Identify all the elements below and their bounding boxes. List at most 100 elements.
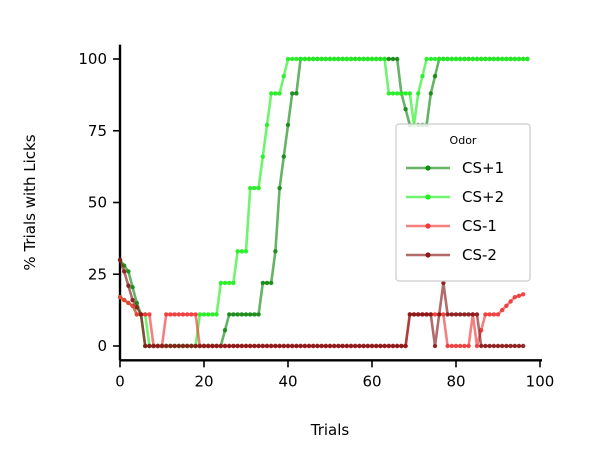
data-point [403,107,408,112]
data-point [302,56,307,62]
data-point [180,343,186,349]
legend-label: CS-1 [462,217,497,235]
data-point [432,343,438,349]
data-point [474,312,480,317]
data-point [290,91,295,96]
data-point [235,343,240,349]
data-point [214,312,219,317]
data-point [155,343,160,349]
data-point [445,312,450,317]
data-point [424,56,429,62]
legend-item: CS-1 [406,217,497,235]
data-point [323,343,328,349]
data-point [323,56,328,62]
data-point [390,56,396,62]
data-point [243,249,249,254]
data-point [264,343,270,349]
data-point [504,303,509,308]
data-point [407,312,412,317]
data-point [130,285,135,290]
legend-marker [425,223,431,229]
data-point [441,280,446,286]
data-point [235,249,240,254]
data-point [134,312,139,317]
data-point [281,74,286,79]
plot-area [117,56,530,349]
data-point [273,91,278,96]
data-point [491,343,496,349]
data-point [294,91,299,96]
data-point [256,185,261,191]
x-tick-label: 80 [446,372,465,390]
data-point [193,312,198,317]
data-point [479,56,484,62]
data-point [348,56,354,62]
data-point [500,307,505,313]
data-point [487,343,492,349]
y-tick-label: 25 [88,265,107,283]
data-point [432,74,438,79]
data-point [344,56,349,62]
data-point [327,56,333,62]
data-point [147,312,152,317]
data-point [462,56,467,62]
data-point [441,56,446,62]
legend-box [395,123,531,282]
data-point [134,305,139,310]
data-point [281,154,286,159]
legend-item: CS-2 [406,246,497,264]
data-point [399,343,404,349]
data-point [512,56,517,62]
data-point [126,283,131,288]
data-point [147,343,152,349]
data-point [239,312,244,317]
data-point [248,185,253,191]
data-point [189,312,194,317]
data-point [298,56,303,62]
data-point [151,343,156,349]
data-point [206,343,211,349]
x-tick-label: 0 [115,372,125,390]
data-point [252,185,257,191]
data-point [239,249,244,254]
data-point [470,56,475,62]
data-point [449,343,454,349]
legend-label: CS+2 [462,188,504,206]
data-point [516,56,522,62]
data-point [210,312,215,317]
data-point [449,312,454,317]
data-point [395,91,400,96]
x-tick-label: 40 [278,372,297,390]
data-point [470,312,475,317]
data-point [273,343,278,349]
data-point [176,312,181,317]
data-point [298,343,303,349]
x-tick-label: 20 [194,372,213,390]
legend: Odor CS+1 CS+2 CS-1 CS-2 [395,123,531,282]
data-point [420,74,425,79]
data-point [332,56,337,62]
data-point [407,91,412,96]
data-point [218,280,223,286]
data-point [164,343,169,349]
data-point [504,343,509,349]
data-point [508,56,513,62]
data-point [281,343,286,349]
data-point [365,343,370,349]
data-point [210,343,215,349]
data-point [390,343,396,349]
data-point [483,56,488,62]
data-point [361,343,366,349]
data-point [201,312,207,317]
data-point [340,56,345,62]
data-point [357,56,362,62]
data-point [227,343,232,349]
data-point [521,292,526,297]
data-point [269,343,274,349]
data-point [512,343,517,349]
data-point [462,312,467,317]
data-point [479,343,484,349]
data-point [252,343,257,349]
data-point [311,56,316,62]
